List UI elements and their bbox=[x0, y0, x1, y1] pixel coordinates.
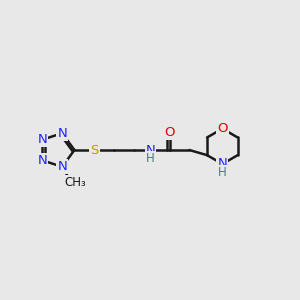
Text: CH₃: CH₃ bbox=[65, 176, 87, 189]
Text: N: N bbox=[57, 127, 67, 140]
Text: N: N bbox=[218, 158, 227, 170]
Text: O: O bbox=[164, 126, 175, 139]
Text: N: N bbox=[57, 160, 67, 173]
Text: N: N bbox=[146, 143, 155, 157]
Text: H: H bbox=[146, 152, 155, 165]
Text: N: N bbox=[38, 133, 47, 146]
Text: S: S bbox=[90, 143, 99, 157]
Text: H: H bbox=[218, 166, 227, 179]
Text: O: O bbox=[217, 122, 228, 135]
Text: N: N bbox=[38, 154, 47, 167]
